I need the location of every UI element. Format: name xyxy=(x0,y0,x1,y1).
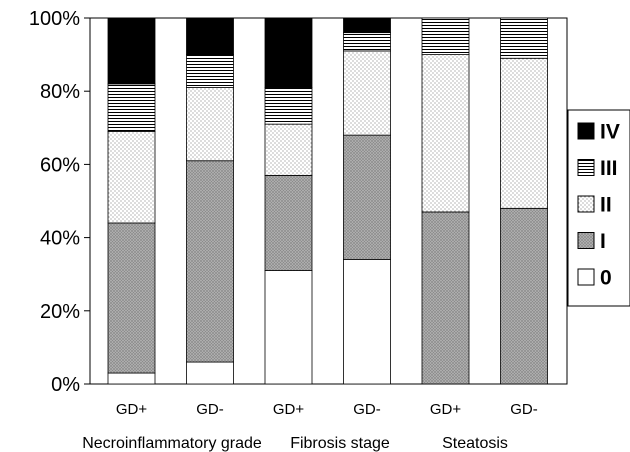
legend-swatch-IV xyxy=(577,122,595,140)
legend-label-IV: IV xyxy=(600,121,620,144)
legend-swatch-III xyxy=(577,159,595,176)
bar-segment-I xyxy=(186,160,234,363)
axis-ticks: 0% 20% 40% 60% 80% 100% xyxy=(29,8,90,396)
legend-label-I: I xyxy=(600,230,606,253)
bar-segment-III xyxy=(500,17,548,59)
x-tick-label: GD- xyxy=(510,401,538,418)
legend-label-0: 0 xyxy=(600,267,612,290)
legend-box xyxy=(567,109,630,307)
y-tick-label: 80% xyxy=(40,81,80,103)
x-tick-label: GD- xyxy=(353,401,381,418)
legend-swatch-II xyxy=(577,195,595,213)
group-label: Steatosis xyxy=(442,435,508,452)
legend-swatch-0 xyxy=(577,268,595,286)
bar-segment-II xyxy=(421,54,470,213)
bar-segment-IV xyxy=(343,17,391,34)
bar-segment-0 xyxy=(107,372,156,385)
bar-segment-I xyxy=(107,222,156,374)
bar-segment-0 xyxy=(186,361,234,385)
bar-segment-I xyxy=(500,207,548,385)
bar-segment-0 xyxy=(264,270,313,385)
bar-segment-I xyxy=(343,134,391,260)
group-label: Fibrosis stage xyxy=(290,435,390,452)
legend-swatch-I xyxy=(577,232,595,249)
y-tick-label: 60% xyxy=(40,154,80,176)
plot-area xyxy=(89,17,568,385)
legend-label-III: III xyxy=(600,157,618,180)
bar-segment-III xyxy=(343,32,391,52)
y-tick-label: 100% xyxy=(29,8,80,30)
bar-segment-II xyxy=(264,123,313,176)
bars xyxy=(107,17,548,385)
y-tick-label: 40% xyxy=(40,228,80,250)
bar-segment-III xyxy=(186,54,234,88)
x-tick-label: GD+ xyxy=(430,401,462,418)
bar-segment-II xyxy=(500,57,548,209)
axis-labels: GD+ GD- GD+ GD- GD+ GD- Necroinflammatory grad… xyxy=(82,401,538,452)
bar-segment-IV xyxy=(107,17,156,85)
bar-segment-II xyxy=(186,87,234,162)
group-label: Necroinflammatory grade xyxy=(82,435,262,452)
y-tick-label: 0% xyxy=(51,374,80,396)
bar-segment-I xyxy=(421,211,470,385)
x-tick-label: GD- xyxy=(196,401,224,418)
bar-segment-III xyxy=(107,83,156,132)
bar-segment-III xyxy=(421,17,470,55)
bar-segment-IV xyxy=(186,17,234,55)
bar-segment-II xyxy=(107,131,156,224)
y-tick-label: 20% xyxy=(40,301,80,323)
x-tick-label: GD+ xyxy=(116,401,148,418)
legend-label-II: II xyxy=(600,194,612,217)
bar-segment-IV xyxy=(264,17,313,88)
plot-frame xyxy=(89,17,568,385)
bar-segment-III xyxy=(264,87,313,125)
bar-segment-0 xyxy=(343,259,391,385)
bar-segment-II xyxy=(343,50,391,136)
bar-segment-I xyxy=(264,174,313,271)
x-tick-label: GD+ xyxy=(273,401,305,418)
